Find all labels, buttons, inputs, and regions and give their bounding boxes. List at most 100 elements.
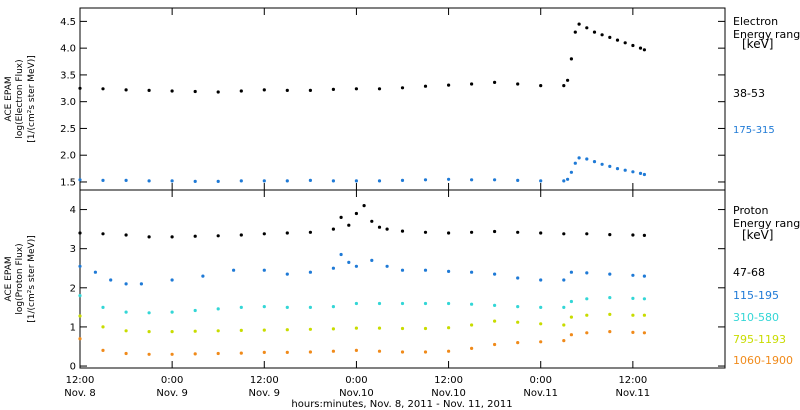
data-point xyxy=(101,232,105,236)
legend-series-label: 1060-1900 xyxy=(733,354,793,367)
data-point xyxy=(147,179,151,183)
data-point xyxy=(124,329,128,333)
data-point xyxy=(447,349,451,353)
data-point xyxy=(493,229,497,234)
data-point xyxy=(400,326,405,331)
x-tick-sublabel: Nov. 8 xyxy=(64,388,95,399)
x-tick-sublabel: Nov.10 xyxy=(431,388,466,399)
data-point xyxy=(562,232,566,236)
x-tick-sublabel: Nov. 9 xyxy=(249,388,280,399)
y-axis-title-line: [1/(cm²s ster MeV)] xyxy=(27,235,37,322)
data-point xyxy=(642,233,647,237)
data-point xyxy=(170,330,174,334)
y-axis-title-line: ACE EPAM xyxy=(4,256,14,301)
data-point xyxy=(608,312,612,316)
legend-title-line: Energy ranges xyxy=(733,28,800,41)
y-tick-label: 2 xyxy=(70,283,76,294)
data-point xyxy=(516,305,520,309)
data-point xyxy=(262,328,266,332)
data-point xyxy=(585,313,589,317)
electron-series xyxy=(78,22,647,183)
data-point xyxy=(193,329,197,333)
data-point xyxy=(339,252,343,257)
y-axis-title-line: ACE EPAM xyxy=(4,76,14,121)
data-point xyxy=(592,160,597,164)
data-point xyxy=(262,88,266,92)
data-point xyxy=(608,296,612,300)
y-tick-label: 3.0 xyxy=(60,97,76,108)
data-point xyxy=(285,88,289,92)
data-point xyxy=(577,22,581,26)
data-point xyxy=(592,30,597,34)
data-point xyxy=(631,273,635,277)
data-point xyxy=(615,38,620,42)
data-point xyxy=(124,88,128,92)
data-point xyxy=(339,215,343,219)
data-point xyxy=(562,179,566,183)
data-point xyxy=(447,83,451,87)
data-point xyxy=(370,258,374,262)
proton-series xyxy=(78,204,647,356)
data-point xyxy=(539,340,543,344)
data-point xyxy=(539,179,543,183)
data-point xyxy=(124,178,128,182)
data-point xyxy=(642,172,647,177)
data-point xyxy=(470,270,474,274)
data-point xyxy=(78,86,82,90)
data-point xyxy=(631,296,635,300)
data-point xyxy=(331,327,335,331)
data-point xyxy=(493,319,497,323)
electron-plot-frame xyxy=(79,7,726,191)
data-point xyxy=(566,78,570,82)
y-tick-label: 4 xyxy=(70,205,76,216)
data-point xyxy=(400,178,405,182)
data-point xyxy=(216,234,220,238)
data-point xyxy=(377,179,382,183)
data-point xyxy=(93,270,97,274)
data-point xyxy=(600,162,604,166)
data-point xyxy=(608,35,612,40)
data-point xyxy=(78,294,82,298)
data-point xyxy=(78,178,82,182)
data-point xyxy=(400,350,405,354)
data-point xyxy=(262,305,266,309)
data-point xyxy=(569,299,574,304)
legend-series-label: 38-53 xyxy=(733,87,765,100)
time-x-axis: 12:00 Nov. 8 0:00 Nov. 9 12:00 Nov. 9 0:00 Nov.… xyxy=(64,8,726,399)
data-point xyxy=(285,305,289,309)
data-point xyxy=(285,272,289,276)
data-point xyxy=(423,178,428,182)
data-point xyxy=(262,232,266,236)
data-point xyxy=(101,87,105,91)
data-point xyxy=(569,333,574,337)
legend-series-label: 115-195 xyxy=(733,289,779,302)
data-point xyxy=(470,82,474,86)
data-point xyxy=(585,232,589,236)
data-point xyxy=(615,167,620,171)
proton-plot-frame xyxy=(79,189,726,369)
data-point xyxy=(331,266,335,270)
data-point xyxy=(354,264,358,268)
data-point xyxy=(239,233,243,237)
data-point xyxy=(573,161,577,165)
data-point xyxy=(285,328,289,332)
data-point xyxy=(470,230,474,234)
data-point xyxy=(631,170,635,174)
data-point xyxy=(362,204,366,208)
legend-title-line: Electron xyxy=(733,15,778,28)
data-point xyxy=(216,179,220,183)
data-point xyxy=(631,313,635,317)
data-point xyxy=(400,86,405,90)
proton-panel: 0 1 2 3 4 12:00 Nov. 8 0:00 Nov. 9 12:00 Nov. 9 0:… xyxy=(4,8,800,399)
data-point xyxy=(447,231,451,235)
data-point xyxy=(170,310,174,314)
data-point xyxy=(124,310,128,314)
data-point xyxy=(562,339,566,343)
data-point xyxy=(262,179,266,183)
y-tick-label: 1 xyxy=(70,322,76,333)
data-point xyxy=(539,84,543,88)
data-point xyxy=(354,211,358,216)
data-point xyxy=(285,231,289,235)
